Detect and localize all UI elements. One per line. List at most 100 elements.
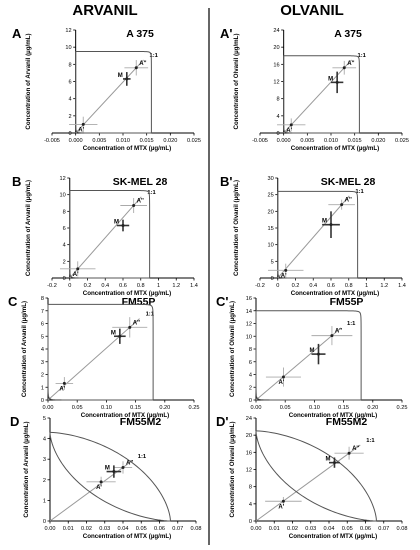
isobole-upper	[49, 431, 171, 522]
x-axis-label: Concentration of MTX (µg/mL)	[83, 533, 171, 540]
y-tick-label: 8	[249, 485, 252, 491]
panel-title: A 375	[334, 28, 362, 40]
data-point	[329, 223, 333, 227]
x-tick-label: 0.025	[187, 138, 201, 144]
y-tick-label: 8	[249, 347, 252, 353]
isobole-lower	[69, 190, 150, 279]
panel-title: FM55P	[330, 296, 364, 308]
panel-letter: B	[12, 174, 21, 189]
x-tick-label: 1.2	[172, 283, 180, 289]
x-tick-label: 0.15	[338, 405, 349, 411]
y-axis-label: Concentration of Arvanil (µg/mL)	[25, 33, 32, 129]
x-tick-label: 0.10	[101, 405, 112, 411]
panels: -0.005 0.000 0.005 0.010 0.015 0.020 0.0250246…	[8, 26, 409, 540]
x-tick-label: 1	[365, 283, 368, 289]
chart-panel-2: -0.005 0.000 0.005 0.010 0.015 0.020 0.025 0 4 8 1…	[220, 26, 409, 152]
data-point	[76, 267, 80, 271]
ratio-label: 1:1	[150, 53, 159, 59]
data-point	[289, 123, 293, 127]
isobole-upper	[255, 430, 377, 522]
y-axis-label: Concentration of Arvanil (µg/mL)	[21, 301, 28, 397]
x-tick-label: 0.08	[191, 526, 202, 532]
x-tick-label: 1.4	[190, 283, 198, 289]
x-tick-label: 0.06	[154, 526, 165, 532]
x-tick-label: 0.020	[163, 138, 177, 144]
point-label: A'	[78, 127, 84, 133]
y-tick-label: 2	[69, 114, 72, 120]
isobole-upper	[69, 190, 151, 279]
point-label: M	[328, 76, 333, 82]
x-tick-label: 0.025	[395, 138, 409, 144]
x-tick-label: 0.005	[92, 138, 106, 144]
x-axis-label: Concentration of MTX (µg/mL)	[81, 412, 169, 419]
data-point	[332, 461, 336, 465]
x-tick-label: 0	[276, 283, 279, 289]
x-tick-label: 0.07	[378, 526, 389, 532]
chart-panel-3: -0.2 0 0.2 0.4 0.6 0.8 1 1.2 1.4 0 2 4 6 8 10 12 Concent…	[12, 174, 198, 297]
data-point	[316, 352, 320, 356]
ratio-label: 1:1	[347, 321, 356, 327]
y-tick-label: 8	[63, 209, 66, 215]
x-tick-label: 0.01	[269, 526, 280, 532]
y-tick-label: 12	[60, 176, 66, 182]
point-label: A''	[126, 460, 134, 466]
x-tick-label: 0.015	[348, 138, 362, 144]
additivity-line	[255, 327, 342, 401]
additivity-line	[69, 196, 142, 279]
x-axis-label: Concentration of MTX (µg/mL)	[291, 145, 379, 152]
panel-letter: D'	[216, 414, 228, 429]
x-tick-label: -0.005	[44, 138, 60, 144]
ratio-label: 1:1	[355, 189, 364, 195]
point-label: M	[118, 73, 123, 79]
data-point	[347, 451, 351, 455]
y-tick-label: 5	[43, 416, 46, 422]
x-tick-label: 0.015	[140, 138, 154, 144]
column-title-right: OLVANIL	[280, 2, 344, 19]
y-axis-label: Concentration of Arvanil (µg/mL)	[25, 180, 32, 276]
x-tick-label: 0.20	[367, 405, 378, 411]
data-point	[340, 203, 344, 207]
x-tick-label: -0.2	[47, 283, 57, 289]
x-tick-label: 0.8	[137, 283, 145, 289]
y-tick-label: 24	[246, 416, 252, 422]
x-tick-label: 0.00	[251, 405, 262, 411]
ratio-label: 1:1	[366, 438, 375, 444]
y-tick-label: 0	[41, 398, 44, 404]
y-tick-label: 10	[268, 243, 274, 249]
y-tick-label: 25	[268, 193, 274, 199]
y-tick-label: 0	[43, 519, 46, 525]
data-point	[281, 375, 285, 379]
panel-letter: A'	[220, 26, 232, 41]
x-tick-label: 0.15	[130, 405, 141, 411]
panel-letter: C	[8, 294, 18, 309]
x-tick-label: 0.20	[159, 405, 170, 411]
y-tick-label: 24	[273, 28, 279, 34]
y-axis-label: Concentration of Olvanil (µg/mL)	[229, 301, 236, 397]
y-tick-label: 20	[268, 209, 274, 215]
x-tick-label: 0.000	[277, 138, 291, 144]
x-tick-label: 0.4	[101, 283, 109, 289]
x-tick-label: 0.06	[360, 526, 371, 532]
y-tick-label: 12	[246, 322, 252, 328]
data-point	[335, 80, 339, 84]
panel-title: FM55P	[122, 296, 156, 308]
point-label: A'	[73, 272, 79, 278]
x-tick-label: 0.01	[63, 526, 74, 532]
y-tick-label: 3	[41, 360, 44, 366]
y-tick-label: 4	[249, 502, 252, 508]
x-tick-label: 1.4	[398, 283, 406, 289]
panel-title: SK-MEL 28	[321, 176, 376, 188]
data-point	[112, 470, 116, 474]
x-tick-label: 0.6	[119, 283, 127, 289]
ratio-label: 1:1	[358, 53, 367, 59]
isobole-upper	[283, 55, 360, 133]
x-tick-label: 0.2	[84, 283, 92, 289]
data-point	[118, 334, 122, 338]
y-tick-label: 8	[69, 62, 72, 68]
additivity-line	[47, 318, 140, 401]
y-tick-label: 4	[43, 437, 46, 443]
isobole-upper	[75, 50, 152, 133]
data-point	[134, 66, 138, 70]
y-tick-label: 6	[249, 360, 252, 366]
point-label: A''	[139, 61, 147, 67]
